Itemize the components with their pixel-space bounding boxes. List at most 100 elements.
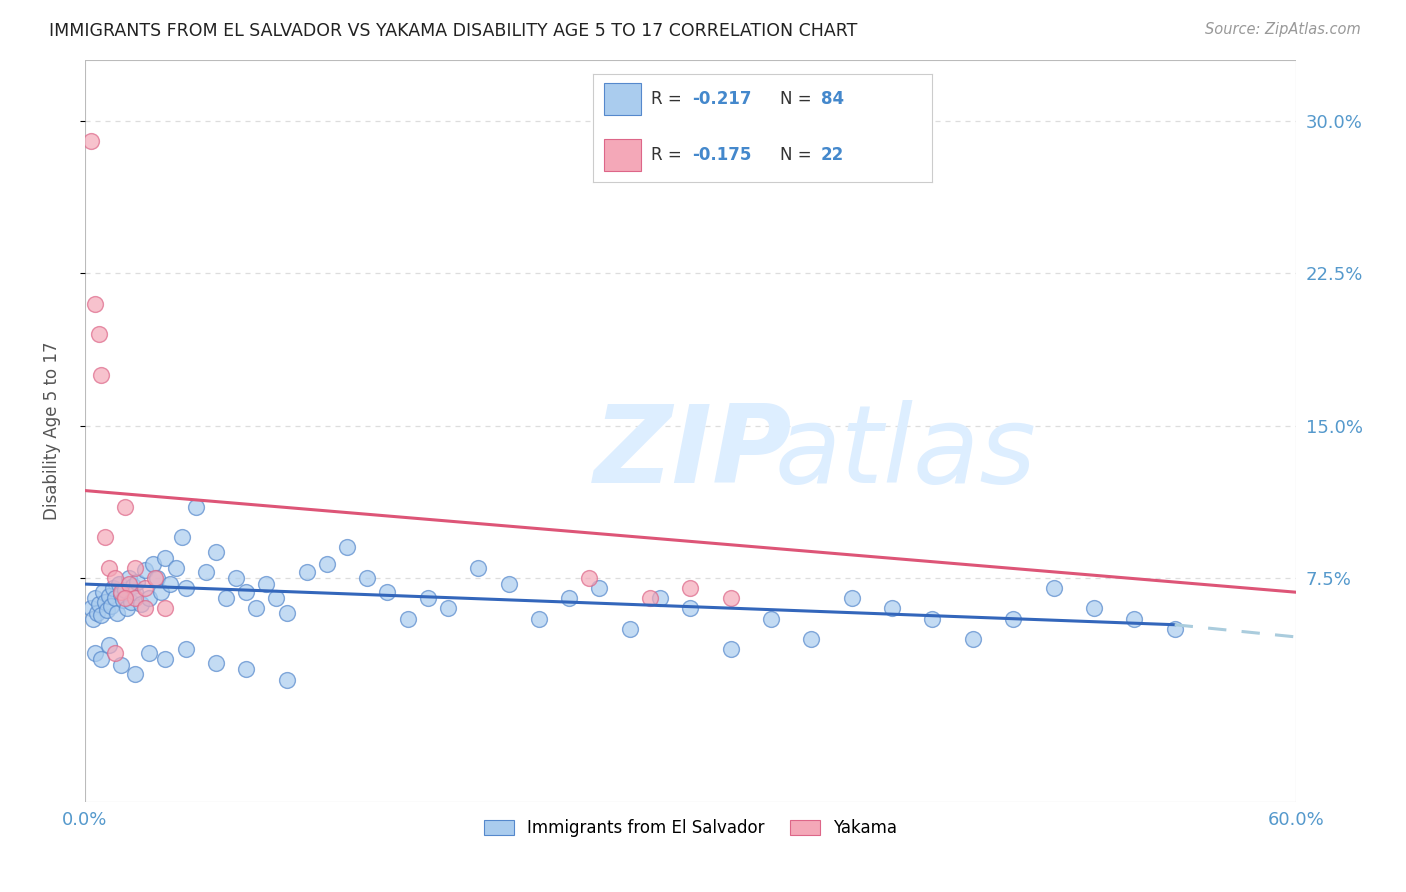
Point	[124, 591, 146, 606]
Point	[215, 591, 238, 606]
Point	[679, 601, 702, 615]
Point	[921, 612, 943, 626]
Point	[127, 575, 149, 590]
Point	[295, 565, 318, 579]
Point	[276, 606, 298, 620]
Point	[100, 599, 122, 614]
Point	[1123, 612, 1146, 626]
Point	[396, 612, 419, 626]
Y-axis label: Disability Age 5 to 17: Disability Age 5 to 17	[44, 342, 60, 520]
Point	[86, 606, 108, 620]
Point	[880, 601, 903, 615]
Point	[679, 581, 702, 595]
Point	[184, 500, 207, 514]
Point	[377, 585, 399, 599]
Point	[316, 557, 339, 571]
Point	[114, 591, 136, 606]
Point	[134, 601, 156, 615]
Point	[124, 666, 146, 681]
Text: IMMIGRANTS FROM EL SALVADOR VS YAKAMA DISABILITY AGE 5 TO 17 CORRELATION CHART: IMMIGRANTS FROM EL SALVADOR VS YAKAMA DI…	[49, 22, 858, 40]
Point	[194, 565, 217, 579]
Point	[94, 595, 117, 609]
Point	[1002, 612, 1025, 626]
Point	[114, 583, 136, 598]
Point	[94, 530, 117, 544]
Point	[155, 550, 177, 565]
Point	[159, 577, 181, 591]
Point	[134, 581, 156, 595]
Point	[138, 646, 160, 660]
Point	[101, 581, 124, 595]
Point	[124, 561, 146, 575]
Point	[437, 601, 460, 615]
Point	[124, 585, 146, 599]
Point	[115, 601, 138, 615]
Point	[83, 646, 105, 660]
Point	[118, 571, 141, 585]
Point	[150, 585, 173, 599]
Point	[90, 368, 112, 382]
Point	[578, 571, 600, 585]
Point	[638, 591, 661, 606]
Point	[266, 591, 288, 606]
Point	[962, 632, 984, 646]
Point	[97, 589, 120, 603]
Point	[619, 622, 641, 636]
Point	[800, 632, 823, 646]
Point	[254, 577, 277, 591]
Point	[720, 591, 742, 606]
Point	[118, 577, 141, 591]
Point	[174, 581, 197, 595]
Point	[336, 541, 359, 555]
Point	[1083, 601, 1105, 615]
Point	[97, 561, 120, 575]
Text: Source: ZipAtlas.com: Source: ZipAtlas.com	[1205, 22, 1361, 37]
Point	[759, 612, 782, 626]
Point	[558, 591, 581, 606]
Text: ZIP: ZIP	[593, 400, 792, 506]
Point	[588, 581, 610, 595]
Point	[165, 561, 187, 575]
Point	[146, 571, 169, 585]
Point	[120, 595, 142, 609]
Point	[97, 638, 120, 652]
Point	[87, 598, 110, 612]
Point	[174, 642, 197, 657]
Point	[145, 571, 167, 585]
Point	[276, 673, 298, 687]
Point	[104, 571, 127, 585]
Point	[155, 652, 177, 666]
Point	[235, 585, 257, 599]
Point	[104, 646, 127, 660]
Point	[170, 530, 193, 544]
Point	[138, 591, 160, 606]
Point	[235, 662, 257, 676]
Point	[648, 591, 671, 606]
Point	[498, 577, 520, 591]
Point	[129, 598, 152, 612]
Point	[1042, 581, 1064, 595]
Point	[87, 326, 110, 341]
Point	[90, 652, 112, 666]
Point	[142, 557, 165, 571]
Point	[80, 134, 103, 148]
Point	[205, 657, 228, 671]
Point	[720, 642, 742, 657]
Point	[108, 577, 131, 591]
Text: atlas: atlas	[775, 401, 1036, 506]
Point	[467, 561, 489, 575]
Point	[245, 601, 267, 615]
Point	[112, 593, 135, 607]
Point	[91, 585, 114, 599]
Point	[527, 612, 550, 626]
Point	[82, 612, 104, 626]
Point	[90, 607, 112, 622]
Point	[114, 500, 136, 514]
Point	[105, 606, 128, 620]
Point	[110, 658, 132, 673]
Point	[83, 296, 105, 310]
Point	[225, 571, 247, 585]
Point	[205, 544, 228, 558]
Point	[122, 579, 145, 593]
Point	[841, 591, 863, 606]
